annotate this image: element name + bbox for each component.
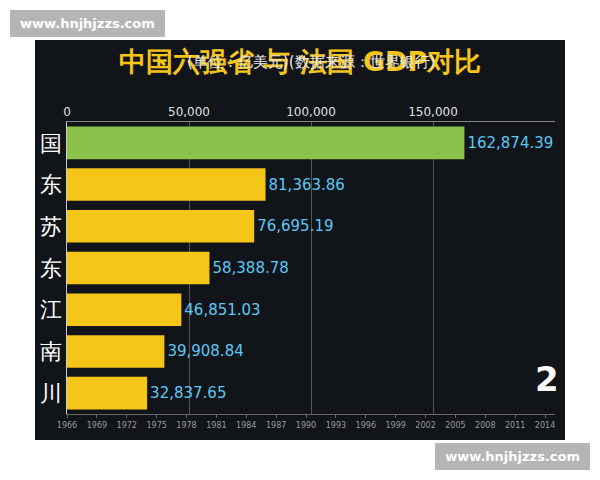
svg-text:150,000: 150,000 bbox=[408, 105, 458, 119]
svg-text:100,000: 100,000 bbox=[286, 105, 336, 119]
svg-text:国: 国 bbox=[40, 131, 62, 156]
svg-text:1966: 1966 bbox=[57, 421, 77, 430]
svg-text:1999: 1999 bbox=[385, 421, 405, 430]
svg-text:162,874.39: 162,874.39 bbox=[467, 134, 553, 152]
svg-text:0: 0 bbox=[63, 105, 71, 119]
svg-text:1975: 1975 bbox=[146, 421, 166, 430]
svg-text:2008: 2008 bbox=[475, 421, 495, 430]
svg-text:2011: 2011 bbox=[505, 421, 525, 430]
svg-text:1987: 1987 bbox=[266, 421, 286, 430]
svg-text:46,851.03: 46,851.03 bbox=[184, 301, 260, 319]
svg-text:中国六强省 与 法国 GDP对比: 中国六强省 与 法国 GDP对比 bbox=[119, 46, 482, 77]
svg-text:2: 2 bbox=[535, 359, 559, 399]
svg-text:苏: 苏 bbox=[40, 214, 62, 239]
svg-text:(单位：亿美元)(数据来源：世界银行): (单位：亿美元)(数据来源：世界银行) bbox=[187, 53, 435, 71]
svg-text:1990: 1990 bbox=[296, 421, 316, 430]
svg-text:江: 江 bbox=[40, 297, 62, 322]
svg-text:1972: 1972 bbox=[117, 421, 137, 430]
svg-text:39,908.84: 39,908.84 bbox=[167, 342, 243, 360]
svg-text:76,695.19: 76,695.19 bbox=[257, 217, 333, 235]
svg-text:1969: 1969 bbox=[87, 421, 107, 430]
svg-text:1984: 1984 bbox=[236, 421, 256, 430]
svg-text:50,000: 50,000 bbox=[168, 105, 210, 119]
svg-text:1981: 1981 bbox=[206, 421, 226, 430]
svg-text:58,388.78: 58,388.78 bbox=[212, 259, 288, 277]
svg-text:川: 川 bbox=[40, 381, 62, 406]
svg-text:2002: 2002 bbox=[415, 421, 435, 430]
svg-text:1978: 1978 bbox=[176, 421, 196, 430]
svg-text:东: 东 bbox=[40, 256, 62, 281]
html-text:www.hnjhjzzs.com: www.hnjhjzzs.com bbox=[20, 16, 155, 31]
svg-text:81,363.86: 81,363.86 bbox=[269, 176, 345, 194]
svg-text:1996: 1996 bbox=[356, 421, 376, 430]
svg-text:2014: 2014 bbox=[535, 421, 555, 430]
svg-text:南: 南 bbox=[40, 339, 62, 364]
svg-text:东: 东 bbox=[40, 172, 62, 197]
html-text:www.hnjhjzzs.com: www.hnjhjzzs.com bbox=[445, 449, 580, 464]
svg-text:1993: 1993 bbox=[326, 421, 346, 430]
svg-text:32,837.65: 32,837.65 bbox=[150, 384, 226, 402]
svg-text:2005: 2005 bbox=[445, 421, 465, 430]
